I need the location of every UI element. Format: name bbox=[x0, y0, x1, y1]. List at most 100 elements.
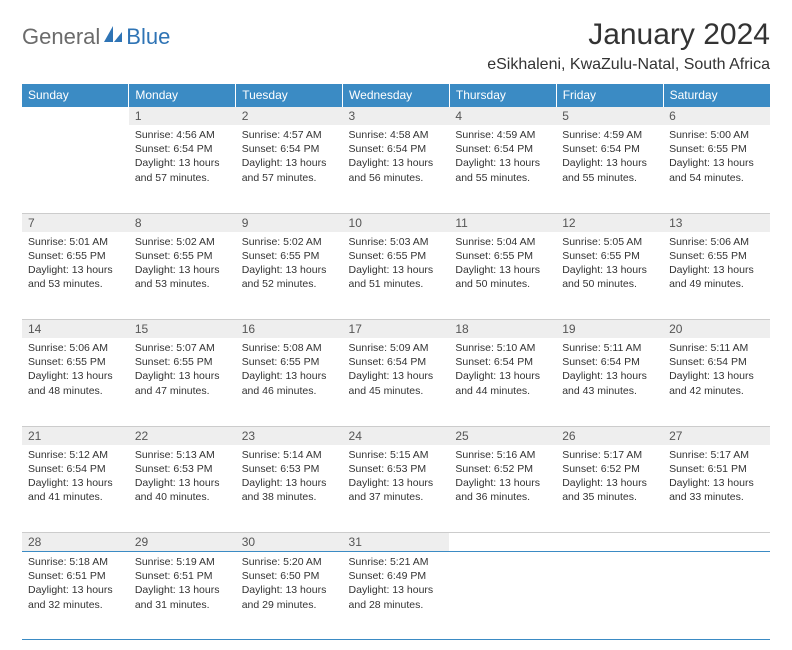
day-cell-body: Sunrise: 5:18 AMSunset: 6:51 PMDaylight:… bbox=[22, 552, 129, 618]
day-cell: Sunrise: 4:56 AMSunset: 6:54 PMDaylight:… bbox=[129, 125, 236, 213]
daylight-line: Daylight: 13 hours and 45 minutes. bbox=[349, 370, 434, 396]
daylight-line: Daylight: 13 hours and 37 minutes. bbox=[349, 477, 434, 503]
day-number-row: 21222324252627 bbox=[22, 426, 770, 445]
day-cell-body: Sunrise: 5:11 AMSunset: 6:54 PMDaylight:… bbox=[663, 338, 770, 404]
day-cell-body: Sunrise: 5:17 AMSunset: 6:51 PMDaylight:… bbox=[663, 445, 770, 511]
day-number-cell: 28 bbox=[22, 533, 129, 552]
day-cell-body: Sunrise: 4:59 AM Sunset: 6:54 PM Daylight:… bbox=[449, 125, 556, 191]
day-cell-body: Sunrise: 5:01 AMSunset: 6:55 PMDaylight:… bbox=[22, 232, 129, 298]
day-cell: Sunrise: 5:02 AMSunset: 6:55 PMDaylight:… bbox=[129, 232, 236, 320]
day-number-cell: 29 bbox=[129, 533, 236, 552]
day-number-cell: 2 bbox=[236, 107, 343, 126]
daylight-line: Daylight: 13 hours and 29 minutes. bbox=[242, 584, 327, 610]
sunrise-line: Sunrise: 4:58 AM bbox=[349, 129, 429, 141]
daylight-line: Daylight: 13 hours and 55 minutes. bbox=[455, 157, 540, 183]
day-cell: Sunrise: 5:14 AMSunset: 6:53 PMDaylight:… bbox=[236, 445, 343, 533]
brand-logo: General Blue bbox=[22, 24, 170, 50]
sunrise-line: Sunrise: 5:06 AM bbox=[28, 342, 108, 354]
day-cell bbox=[22, 125, 129, 213]
day-cell: Sunrise: 5:15 AMSunset: 6:53 PMDaylight:… bbox=[343, 445, 450, 533]
day-body-row: Sunrise: 5:18 AMSunset: 6:51 PMDaylight:… bbox=[22, 552, 770, 640]
day-cell-body: Sunrise: 5:16 AMSunset: 6:52 PMDaylight:… bbox=[449, 445, 556, 511]
day-cell: Sunrise: 5:19 AMSunset: 6:51 PMDaylight:… bbox=[129, 552, 236, 640]
daylight-line: Daylight: 13 hours and 31 minutes. bbox=[135, 584, 220, 610]
day-cell: Sunrise: 5:08 AMSunset: 6:55 PMDaylight:… bbox=[236, 338, 343, 426]
day-cell: Sunrise: 5:20 AMSunset: 6:50 PMDaylight:… bbox=[236, 552, 343, 640]
day-cell-body bbox=[22, 125, 129, 134]
sunset-line: Sunset: 6:55 PM bbox=[669, 250, 747, 262]
page-header: General Blue January 2024 eSikhaleni, Kw… bbox=[22, 18, 770, 82]
day-cell: Sunrise: 5:13 AM Sunset: 6:53 PM Daylight:… bbox=[129, 445, 236, 533]
sunrise-line: Sunrise: 5:15 AM bbox=[349, 449, 429, 461]
sail-icon bbox=[102, 24, 124, 50]
day-cell-body: Sunrise: 5:14 AMSunset: 6:53 PMDaylight:… bbox=[236, 445, 343, 511]
day-cell-body: Sunrise: 5:10 AMSunset: 6:54 PMDaylight:… bbox=[449, 338, 556, 404]
sunrise-line: Sunrise: 5:09 AM bbox=[349, 342, 429, 354]
daylight-line: Daylight: 13 hours and 56 minutes. bbox=[349, 157, 434, 183]
daylight-line: Daylight: 13 hours and 40 minutes. bbox=[135, 477, 220, 503]
sunset-line: Sunset: 6:55 PM bbox=[135, 356, 213, 368]
sunset-line: Sunset: 6:49 PM bbox=[349, 570, 427, 582]
sunset-line: Sunset: 6:54 PM bbox=[669, 356, 747, 368]
calendar-week: 14151617181920Sunrise: 5:06 AMSunset: 6:… bbox=[22, 320, 770, 427]
day-cell-body: Sunrise: 5:15 AMSunset: 6:53 PMDaylight:… bbox=[343, 445, 450, 511]
sunset-line: Sunset: 6:55 PM bbox=[349, 250, 427, 262]
sunrise-line: Sunrise: 5:07 AM bbox=[135, 342, 215, 354]
sunset-line: Sunset: 6:54 PM bbox=[242, 143, 320, 155]
daylight-line: Daylight: 13 hours and 41 minutes. bbox=[28, 477, 113, 503]
daylight-line: Daylight: 13 hours and 53 minutes. bbox=[28, 264, 113, 290]
day-number-cell: 14 bbox=[22, 320, 129, 339]
day-number-row: 28293031 bbox=[22, 533, 770, 552]
daylight-line: Daylight: 13 hours and 48 minutes. bbox=[28, 370, 113, 396]
sunrise-line: Sunrise: 4:56 AM bbox=[135, 129, 215, 141]
day-cell-body: Sunrise: 5:02 AMSunset: 6:55 PMDaylight:… bbox=[236, 232, 343, 298]
day-cell-body: Sunrise: 5:05 AMSunset: 6:55 PMDaylight:… bbox=[556, 232, 663, 298]
day-cell: Sunrise: 5:11 AMSunset: 6:54 PMDaylight:… bbox=[663, 338, 770, 426]
calendar-week: 28293031Sunrise: 5:18 AMSunset: 6:51 PMD… bbox=[22, 533, 770, 640]
sunrise-line: Sunrise: 5:17 AM bbox=[669, 449, 749, 461]
day-number-cell: 27 bbox=[663, 426, 770, 445]
day-cell: Sunrise: 4:58 AMSunset: 6:54 PMDaylight:… bbox=[343, 125, 450, 213]
sunrise-line: Sunrise: 5:03 AM bbox=[349, 236, 429, 248]
sunrise-line: Sunrise: 5:05 AM bbox=[562, 236, 642, 248]
day-header: Monday bbox=[129, 84, 236, 107]
day-cell: Sunrise: 5:06 AMSunset: 6:55 PMDaylight:… bbox=[22, 338, 129, 426]
day-number-cell: 31 bbox=[343, 533, 450, 552]
day-cell: Sunrise: 4:59 AM Sunset: 6:54 PM Daylight:… bbox=[449, 125, 556, 213]
day-cell bbox=[556, 552, 663, 640]
daylight-line: Daylight: 13 hours and 54 minutes. bbox=[669, 157, 754, 183]
daylight-line: Daylight: 13 hours and 50 minutes. bbox=[562, 264, 647, 290]
sunset-line: Sunset: 6:53 PM bbox=[135, 463, 213, 475]
day-number-cell: 6 bbox=[663, 107, 770, 126]
day-number-cell bbox=[663, 533, 770, 552]
daylight-line: Daylight: 13 hours and 32 minutes. bbox=[28, 584, 113, 610]
sunset-line: Sunset: 6:54 PM bbox=[562, 143, 640, 155]
sunrise-line: Sunrise: 5:16 AM bbox=[455, 449, 535, 461]
day-cell-body: Sunrise: 5:07 AMSunset: 6:55 PMDaylight:… bbox=[129, 338, 236, 404]
sunrise-line: Sunrise: 5:13 AM bbox=[135, 449, 215, 461]
sunset-line: Sunset: 6:55 PM bbox=[242, 250, 320, 262]
day-body-row: Sunrise: 5:01 AMSunset: 6:55 PMDaylight:… bbox=[22, 232, 770, 320]
day-cell: Sunrise: 5:03 AMSunset: 6:55 PMDaylight:… bbox=[343, 232, 450, 320]
day-header: Wednesday bbox=[343, 84, 450, 107]
sunrise-line: Sunrise: 5:21 AM bbox=[349, 556, 429, 568]
daylight-line: Daylight: 13 hours and 43 minutes. bbox=[562, 370, 647, 396]
brand-word-1: General bbox=[22, 24, 100, 50]
daylight-line: Daylight: 13 hours and 28 minutes. bbox=[349, 584, 434, 610]
day-cell: Sunrise: 5:07 AMSunset: 6:55 PMDaylight:… bbox=[129, 338, 236, 426]
day-number-cell: 23 bbox=[236, 426, 343, 445]
day-header: Tuesday bbox=[236, 84, 343, 107]
sunrise-line: Sunrise: 5:06 AM bbox=[669, 236, 749, 248]
sunrise-line: Sunrise: 4:59 AM bbox=[455, 129, 535, 141]
calendar-week: 21222324252627Sunrise: 5:12 AMSunset: 6:… bbox=[22, 426, 770, 533]
day-cell: Sunrise: 5:06 AMSunset: 6:55 PMDaylight:… bbox=[663, 232, 770, 320]
sunrise-line: Sunrise: 5:19 AM bbox=[135, 556, 215, 568]
day-cell-body: Sunrise: 5:11 AMSunset: 6:54 PMDaylight:… bbox=[556, 338, 663, 404]
day-number-cell: 16 bbox=[236, 320, 343, 339]
sunrise-line: Sunrise: 5:20 AM bbox=[242, 556, 322, 568]
day-cell-body: Sunrise: 4:59 AMSunset: 6:54 PMDaylight:… bbox=[556, 125, 663, 191]
day-cell bbox=[449, 552, 556, 640]
sunset-line: Sunset: 6:54 PM bbox=[455, 143, 533, 155]
sunrise-line: Sunrise: 5:08 AM bbox=[242, 342, 322, 354]
sunrise-line: Sunrise: 5:14 AM bbox=[242, 449, 322, 461]
